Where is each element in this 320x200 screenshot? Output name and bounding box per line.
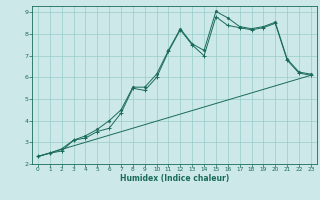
- X-axis label: Humidex (Indice chaleur): Humidex (Indice chaleur): [120, 174, 229, 183]
